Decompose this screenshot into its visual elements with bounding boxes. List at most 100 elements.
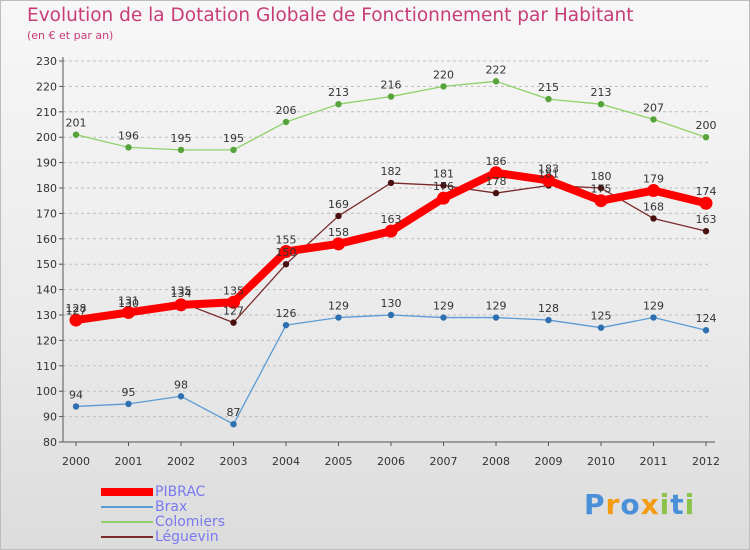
data-label-brax: 94 bbox=[69, 388, 83, 401]
x-tick-label: 2011 bbox=[640, 455, 668, 468]
data-label-leguevin: 150 bbox=[276, 246, 297, 259]
data-point-brax bbox=[440, 314, 447, 321]
data-point-brax bbox=[335, 314, 342, 321]
x-tick-label: 2012 bbox=[692, 455, 720, 468]
data-point-pibrac bbox=[699, 196, 713, 210]
data-point-colomiers bbox=[702, 134, 710, 141]
data-label-brax: 129 bbox=[643, 300, 664, 313]
data-label-colomiers: 213 bbox=[328, 86, 349, 99]
data-point-pibrac bbox=[647, 184, 660, 198]
data-point-brax bbox=[702, 327, 710, 334]
data-point-brax bbox=[650, 314, 657, 321]
data-label-pibrac: 174 bbox=[696, 185, 717, 198]
data-label-colomiers: 220 bbox=[433, 68, 454, 81]
data-point-colomiers bbox=[335, 100, 342, 108]
data-point-colomiers bbox=[597, 100, 605, 108]
legend-label: PIBRAC bbox=[155, 484, 206, 500]
data-label-brax: 129 bbox=[486, 300, 507, 313]
x-tick-label: 2000 bbox=[62, 455, 90, 468]
data-label-leguevin: 163 bbox=[696, 213, 717, 226]
data-label-leguevin: 130 bbox=[118, 297, 139, 310]
x-tick-label: 2010 bbox=[587, 455, 615, 468]
data-label-pibrac: 134 bbox=[171, 287, 192, 300]
data-label-leguevin: 168 bbox=[643, 200, 664, 213]
data-label-colomiers: 201 bbox=[66, 117, 87, 130]
data-label-pibrac: 183 bbox=[538, 162, 559, 175]
y-tick-label: 130 bbox=[36, 309, 57, 322]
data-point-colomiers bbox=[282, 118, 290, 126]
data-label-colomiers: 216 bbox=[381, 79, 402, 92]
y-tick-label: 140 bbox=[36, 284, 57, 297]
data-label-colomiers: 222 bbox=[486, 63, 507, 76]
data-point-leguevin bbox=[702, 227, 710, 235]
data-label-colomiers: 206 bbox=[276, 104, 297, 117]
legend: PIBRAC Brax Colomiers Léguevin bbox=[101, 484, 301, 545]
data-label-leguevin: 178 bbox=[486, 175, 507, 188]
data-point-colomiers bbox=[387, 93, 395, 100]
data-point-colomiers bbox=[492, 78, 500, 85]
series-line-brax bbox=[75, 314, 707, 425]
data-point-colomiers bbox=[230, 146, 237, 154]
data-label-brax: 95 bbox=[122, 386, 136, 399]
data-point-leguevin bbox=[335, 212, 342, 220]
y-tick-label: 150 bbox=[36, 258, 57, 271]
proxiti-logo: Proxiti bbox=[584, 488, 695, 521]
data-label-pibrac: 131 bbox=[118, 294, 139, 307]
data-label-leguevin: 181 bbox=[433, 167, 454, 180]
data-point-leguevin bbox=[650, 215, 657, 222]
data-point-pibrac bbox=[489, 166, 503, 180]
y-tick-label: 180 bbox=[36, 182, 57, 195]
legend-item: PIBRAC bbox=[101, 484, 206, 500]
data-point-leguevin bbox=[387, 179, 395, 187]
y-axis-tick-labels: 80 90 100 110 120 130 140 150 160 170 180 190 200 210… bbox=[36, 55, 57, 449]
legend-item: Brax bbox=[101, 499, 187, 515]
data-point-leguevin bbox=[492, 189, 500, 197]
data-label-leguevin: 169 bbox=[328, 198, 349, 211]
data-label-pibrac: 176 bbox=[433, 180, 454, 193]
data-label-pibrac: 135 bbox=[223, 284, 244, 297]
data-point-colomiers bbox=[650, 116, 657, 123]
data-label-colomiers: 195 bbox=[171, 132, 192, 145]
data-point-pibrac bbox=[384, 224, 398, 238]
data-label-leguevin: 127 bbox=[66, 305, 87, 318]
data-label-brax: 130 bbox=[381, 297, 402, 310]
logo-letter: o bbox=[620, 488, 641, 521]
legend-item: Léguevin bbox=[101, 529, 219, 545]
data-point-brax bbox=[125, 400, 132, 408]
x-axis-tick-labels: 2000 2001 2002 2003 2004 2005 2006 2007 2008 2009… bbox=[62, 455, 720, 468]
grid-lines bbox=[63, 60, 709, 443]
data-point-pibrac bbox=[69, 313, 83, 327]
data-label-colomiers: 196 bbox=[118, 129, 139, 142]
logo-letter: t bbox=[670, 488, 685, 521]
data-point-leguevin bbox=[230, 319, 237, 326]
data-point-colomiers bbox=[545, 95, 552, 103]
chart-subtitle: (en € et par an) bbox=[27, 29, 114, 42]
x-tick-label: 2004 bbox=[272, 455, 300, 468]
data-point-pibrac bbox=[279, 245, 293, 258]
data-label-colomiers: 195 bbox=[223, 132, 244, 145]
legend-label: Léguevin bbox=[155, 529, 219, 545]
data-label-colomiers: 207 bbox=[643, 101, 664, 114]
legend-swatch bbox=[101, 536, 153, 538]
data-point-pibrac bbox=[227, 295, 240, 309]
y-tick-label: 230 bbox=[36, 55, 57, 68]
data-label-brax: 87 bbox=[227, 406, 241, 419]
x-tick-label: 2007 bbox=[430, 455, 458, 468]
data-label-brax: 129 bbox=[433, 300, 454, 313]
legend-swatch bbox=[101, 521, 153, 523]
data-label-leguevin: 127 bbox=[223, 305, 244, 318]
data-point-brax bbox=[72, 403, 80, 410]
logo-letter: i bbox=[659, 488, 671, 521]
data-label-brax: 125 bbox=[591, 310, 612, 323]
y-tick-label: 80 bbox=[43, 436, 57, 449]
data-label-pibrac: 128 bbox=[66, 302, 87, 315]
data-point-colomiers bbox=[177, 146, 185, 154]
legend-item: Colomiers bbox=[101, 514, 225, 530]
data-point-leguevin bbox=[282, 261, 290, 268]
y-tick-label: 210 bbox=[36, 106, 57, 119]
data-point-brax bbox=[597, 324, 605, 331]
x-tick-label: 2003 bbox=[220, 455, 248, 468]
data-label-colomiers: 200 bbox=[696, 119, 717, 132]
y-tick-label: 190 bbox=[36, 157, 57, 170]
